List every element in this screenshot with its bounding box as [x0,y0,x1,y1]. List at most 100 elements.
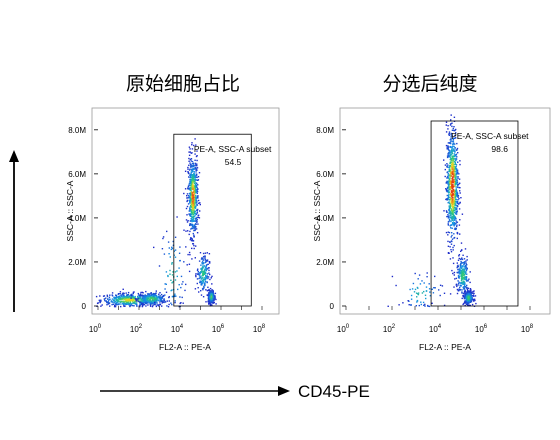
scatter-point [454,190,457,193]
scatter-point [461,289,463,291]
scatter-point [193,220,195,222]
scatter-point [196,155,198,157]
scatter-point [452,217,454,219]
scatter-point [140,300,142,302]
scatter-point [461,292,463,294]
scatter-point [171,262,173,264]
scatter-point [129,301,132,304]
scatter-point [451,196,454,199]
scatter-point [121,293,124,295]
scatter-point [192,197,195,199]
scatter-point [125,297,127,300]
scatter-point [207,268,209,270]
scatter-point [452,158,455,160]
scatter-point [172,244,175,246]
scatter-point [468,295,471,297]
scatter-point [457,272,459,274]
scatter-point [464,273,466,275]
scatter-point [450,186,452,188]
scatter-point [212,289,214,292]
scatter-point [183,192,185,195]
scatter-point [190,237,192,239]
scatter-point [118,303,120,305]
scatter-point [447,166,449,168]
scatter-point [199,277,201,279]
scatter-point [448,186,450,188]
scatter-point [211,297,213,300]
scatter-point [192,207,195,210]
scatter-point [190,206,192,208]
scatter-point [425,297,427,300]
scatter-point [195,274,197,277]
scatter-point [451,150,453,152]
scatter-point [455,194,457,196]
scatter-point [470,296,472,298]
scatter-point [470,295,472,297]
scatter-point [130,296,133,298]
scatter-point [453,193,455,195]
scatter-point [196,190,198,192]
scatter-point [144,295,146,298]
scatter-point [450,214,452,216]
scatter-point [460,249,463,251]
scatter-point [462,283,464,285]
scatter-point [187,230,189,232]
scatter-point [467,301,469,303]
scatter-point [119,291,122,293]
scatter-point [174,300,176,302]
scatter-point [193,182,196,185]
scatter-point [188,270,191,273]
scatter-point [189,202,191,204]
scatter-point [127,302,129,304]
scatter-point [212,291,214,294]
scatter-point [453,180,455,183]
scatter-point [451,269,453,272]
scatter-point [142,292,144,294]
scatter-point [126,297,128,299]
scatter-point [191,186,193,189]
scatter-point [468,304,471,306]
scatter-point [456,181,459,184]
scatter-point [465,264,467,266]
scatter-point [155,292,157,294]
panel-sorted: 分选后纯度 PE-A, SSC-A subset 98.6 02.0M4.0M6… [312,73,551,352]
scatter-point [100,300,102,303]
scatter-point [125,296,128,298]
scatter-point [457,268,459,271]
scatter-point [449,158,451,161]
scatter-point [452,143,454,146]
scatter-point [108,302,110,304]
scatter-point [191,142,193,144]
scatter-point [190,174,193,177]
scatter-point [142,298,144,300]
scatter-point [456,147,459,150]
scatter-point [447,224,450,226]
scatter-point [456,179,458,181]
scatter-point [202,272,204,275]
scatter-point [127,301,129,303]
x-axis-ticks: 100 102 104 106 108 [89,306,266,334]
scatter-point [461,262,463,264]
scatter-point [449,220,451,222]
scatter-point [120,297,122,300]
y-tick-label: 8.0M [316,126,334,135]
scatter-point [194,202,196,204]
scatter-point [126,300,128,302]
scatter-point [205,289,207,291]
scatter-point [207,276,210,278]
scatter-point [452,187,454,190]
scatter-point [465,293,467,295]
scatter-point [453,195,456,197]
scatter-point [189,176,191,179]
scatter-point [167,241,170,243]
scatter-point [151,302,154,304]
scatter-point [168,247,170,249]
scatter-point [448,212,451,215]
scatter-point [136,299,138,301]
scatter-point [197,179,200,181]
scatter-point [448,146,450,148]
scatter-point [457,185,459,187]
gate-name-label: PE-A, SSC-A subset [194,144,272,154]
scatter-point [131,293,133,296]
scatter-point [407,300,409,302]
